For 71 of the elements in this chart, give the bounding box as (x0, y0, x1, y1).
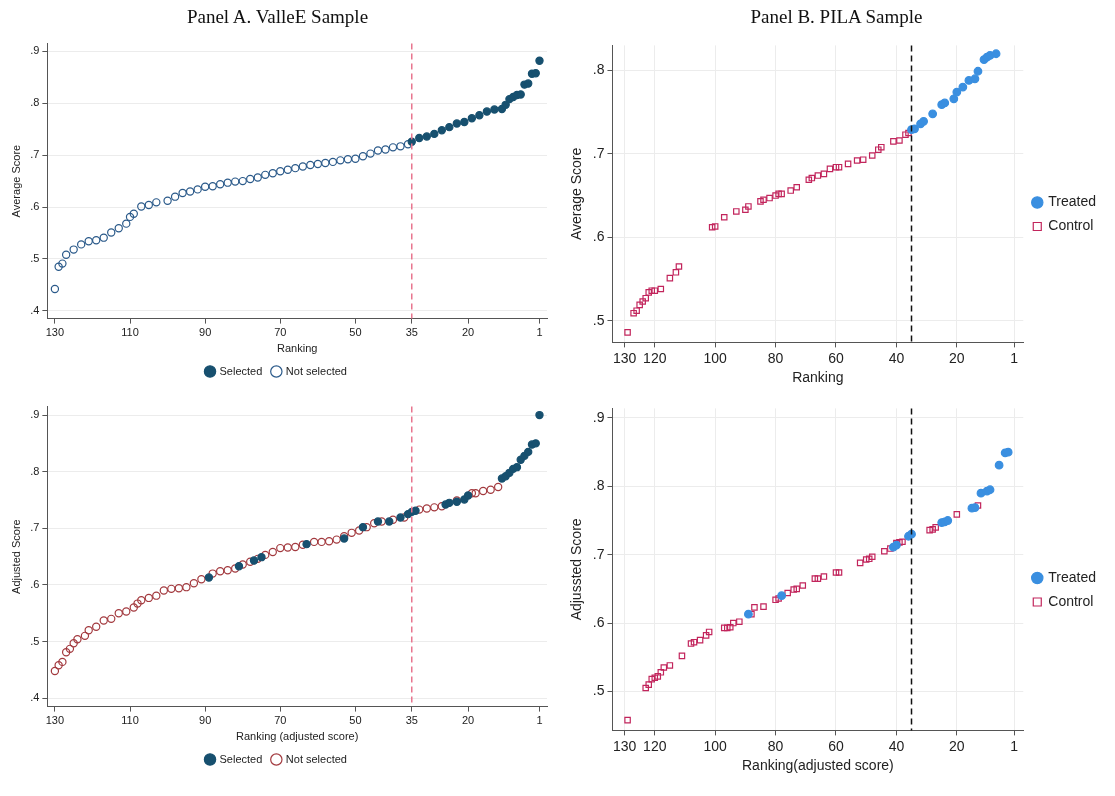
legend-label: Treated (1048, 193, 1097, 210)
y-tick-label: .6 (30, 200, 40, 213)
legend-label: Control (1048, 217, 1094, 234)
x-axis-title: Ranking (792, 369, 844, 386)
x-tick-label: 80 (767, 737, 784, 754)
x-tick-label: 35 (405, 326, 418, 339)
y-tick-label: .5 (592, 682, 605, 699)
x-tick-label: 60 (828, 737, 844, 754)
x-tick-label: 20 (949, 737, 965, 754)
chart-title: Panel B. PILA Sample (749, 5, 924, 29)
x-tick-label: 130 (612, 349, 637, 366)
y-tick-label: .6 (30, 577, 40, 590)
x-tick-label: 20 (461, 714, 475, 727)
x-tick-label: 130 (45, 714, 65, 727)
y-tick-label: .8 (592, 477, 605, 494)
x-tick-label: 1 (536, 326, 543, 339)
y-tick-label: .9 (30, 408, 40, 421)
legend-label: Not selected (285, 364, 347, 377)
y-tick-label: .8 (30, 464, 40, 477)
x-axis-title: Ranking (adjusted score) (236, 730, 359, 743)
x-tick-label: 50 (349, 714, 362, 727)
x-tick-label: 40 (888, 737, 905, 754)
y-tick-label: .8 (592, 61, 605, 78)
y-tick-label: .4 (30, 691, 40, 704)
y-axis-title: Adjussted Score (568, 518, 585, 621)
y-tick-label: .7 (592, 545, 605, 562)
x-tick-label: 50 (349, 326, 362, 339)
x-tick-label: 90 (199, 714, 212, 727)
y-axis-title: Average Score (9, 144, 22, 218)
x-tick-label: 20 (461, 326, 475, 339)
legend-label: Control (1048, 592, 1094, 609)
legend-label: Treated (1048, 568, 1097, 585)
x-tick-label: 90 (199, 326, 212, 339)
x-tick-label: 100 (703, 349, 728, 366)
x-tick-label: 60 (828, 349, 844, 366)
y-tick-label: .7 (592, 144, 605, 161)
y-tick-label: .9 (592, 408, 605, 425)
legend-label: Not selected (285, 752, 347, 765)
x-tick-label: 130 (612, 737, 637, 754)
y-tick-label: .6 (592, 613, 605, 630)
y-tick-label: .4 (30, 303, 40, 316)
x-tick-label: 35 (405, 714, 418, 727)
x-tick-label: 110 (121, 714, 139, 727)
y-axis-title: Adjusted Score (9, 519, 22, 594)
y-tick-label: .5 (30, 634, 40, 647)
legend-label: Selected (219, 364, 263, 377)
x-tick-label: 80 (767, 349, 784, 366)
x-tick-label: 20 (949, 349, 965, 366)
x-tick-label: 110 (121, 326, 139, 339)
y-tick-label: .5 (30, 251, 40, 264)
y-tick-label: .5 (592, 311, 605, 328)
y-tick-label: .8 (30, 96, 40, 109)
x-tick-label: 1 (1010, 349, 1019, 366)
legend-label: Selected (219, 752, 263, 765)
y-tick-label: .6 (592, 228, 605, 245)
y-tick-label: .7 (30, 148, 40, 161)
x-tick-label: 130 (45, 326, 65, 339)
y-tick-label: .9 (30, 44, 40, 57)
chart-title: Panel A. ValleE Sample (185, 5, 370, 29)
x-tick-label: 120 (643, 349, 667, 366)
x-tick-label: 1 (536, 714, 543, 727)
x-tick-label: 120 (643, 737, 667, 754)
x-tick-label: 70 (274, 714, 287, 727)
x-tick-label: 1 (1010, 737, 1019, 754)
x-tick-label: 100 (703, 737, 728, 754)
y-tick-label: .7 (30, 521, 40, 534)
x-tick-label: 40 (888, 349, 905, 366)
x-axis-title: Ranking(adjusted score) (742, 757, 894, 774)
y-axis-title: Average Score (568, 147, 585, 241)
x-tick-label: 70 (274, 326, 287, 339)
x-axis-title: Ranking (277, 342, 318, 355)
